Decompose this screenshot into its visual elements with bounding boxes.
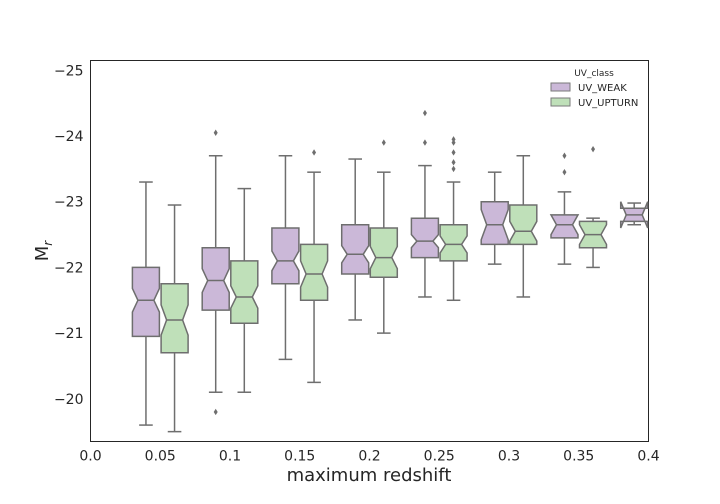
box-body: [369, 227, 399, 279]
legend: UV_class UV_WEAK UV_UPTURN: [550, 69, 638, 109]
outlier-point: [312, 149, 317, 156]
box-uv-weak-0.3: [480, 171, 509, 265]
x-tick-label: 0.0: [79, 449, 101, 465]
box-body: [410, 217, 440, 259]
legend-swatch-uv-weak: [550, 82, 571, 92]
outlier-point: [451, 139, 456, 146]
box-body: [201, 246, 230, 311]
x-tick-label: 0.35: [563, 449, 594, 465]
plot-area: [90, 60, 649, 442]
outlier-point: [422, 109, 427, 117]
y-tick-label: −20: [54, 392, 84, 408]
box-body: [299, 243, 329, 302]
box-uv-weak-0.25: [410, 109, 440, 298]
x-axis-ticks: 0.0 0.05 0.1 0.15 0.2 0.25 0.3 0.35 0.4: [79, 449, 659, 465]
outlier-point: [451, 149, 456, 156]
y-tick-label: −22: [54, 260, 84, 276]
box-uv-upturn-0.15: [299, 149, 329, 384]
x-tick-label: 0.25: [424, 449, 455, 465]
box-body: [340, 223, 370, 275]
box-uv-upturn-0.25: [439, 136, 468, 302]
legend-label-uv-upturn: UV_UPTURN: [578, 98, 638, 109]
box-body: [230, 260, 259, 325]
box-body: [160, 283, 189, 354]
box-uv-weak-0.4: [619, 201, 649, 229]
outlier-point: [451, 136, 456, 143]
box-uv-weak-0.05: [131, 181, 161, 426]
y-tick-label: −21: [54, 326, 84, 342]
outlier-point: [451, 159, 456, 166]
legend-label-uv-weak: UV_WEAK: [578, 83, 627, 94]
box-body: [131, 266, 161, 338]
box-uv-weak-0.15: [271, 155, 300, 361]
box-uv-weak-0.2: [340, 158, 370, 321]
x-tick-label: 0.3: [498, 449, 520, 465]
y-tick-label: −24: [54, 129, 84, 145]
box-uv-weak-0.1: [201, 129, 230, 416]
box-uv-upturn-0.2: [369, 139, 399, 334]
box-body: [439, 223, 468, 262]
y-tick-label: −23: [54, 195, 84, 211]
box-uv-upturn-0.35: [578, 145, 608, 269]
outlier-point: [562, 168, 567, 176]
x-tick-label: 0.05: [145, 449, 176, 465]
y-axis-label-main: M: [32, 246, 53, 262]
box-body: [549, 214, 580, 239]
box-body: [271, 227, 300, 285]
box-uv-weak-0.35: [549, 152, 580, 265]
x-tick-label: 0.1: [219, 449, 241, 465]
outlier-point: [213, 408, 218, 416]
legend-title: UV_class: [574, 69, 614, 79]
outlier-point: [562, 152, 567, 159]
box-uv-upturn-0.05: [160, 204, 189, 433]
legend-swatch-uv-upturn: [550, 97, 571, 107]
box-body: [480, 200, 509, 246]
x-tick-label: 0.4: [637, 449, 659, 465]
y-axis-label-subscript: r: [41, 240, 55, 246]
y-axis-label: Mr: [32, 240, 55, 262]
outlier-point: [591, 145, 596, 153]
box-layer: [131, 109, 649, 433]
outlier-point: [422, 139, 427, 146]
x-axis-label: maximum redshift: [287, 465, 452, 486]
box-uv-upturn-0.1: [230, 187, 259, 393]
x-tick-label: 0.15: [284, 449, 315, 465]
box-uv-upturn-0.3: [509, 155, 538, 298]
outlier-point: [381, 139, 386, 146]
outlier-point: [451, 165, 456, 173]
y-tick-label: −25: [54, 63, 84, 79]
x-tick-label: 0.2: [358, 449, 380, 465]
outlier-point: [213, 129, 218, 136]
box-body: [509, 204, 538, 246]
y-axis-ticks: −25 −24 −23 −22 −21 −20: [54, 63, 84, 407]
